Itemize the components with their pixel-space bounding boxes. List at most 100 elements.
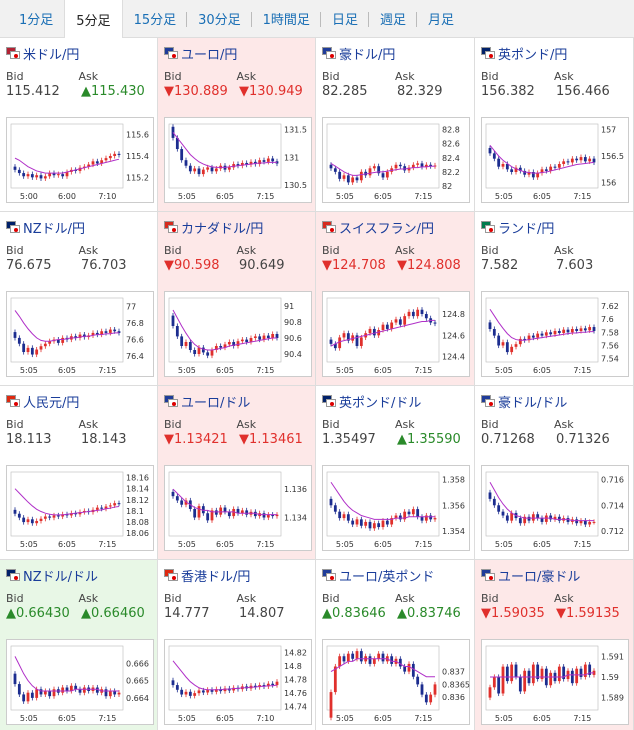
mini-chart[interactable]: 1.136 1.134 5:05 6:05 7:15 [164,465,312,551]
rate-card[interactable]: ユーロ/豪ドル Bid Ask ▼1.59035 ▼1.59135 1.591 1.… [475,560,634,730]
x-tick-label: 7:10 [98,192,116,201]
mini-chart[interactable]: 0.666 0.665 0.664 5:05 6:05 7:15 [6,639,154,725]
candle-body [592,327,596,331]
tab-2[interactable]: 15分足 [123,0,188,37]
pair-title[interactable]: ユーロ/豪ドル [481,566,627,585]
pair-title[interactable]: ユーロ/ドル [164,392,309,411]
mini-chart[interactable]: 1.358 1.356 1.354 5:05 6:05 7:15 [322,465,470,551]
mini-chart[interactable]: 131.5 131 130.5 5:05 6:05 7:15 [164,117,312,203]
mini-chart[interactable]: 77 76.8 76.6 76.4 5:05 6:05 7:15 [6,291,154,377]
pair-title[interactable]: 英ポンド/ドル [322,392,468,411]
y-tick-label: 18.12 [126,496,149,505]
rate-card[interactable]: ランド/円 Bid Ask 7.582 7.603 7.62 7.6 7.58 7.56… [475,212,634,386]
y-tick-label: 90.4 [284,350,302,359]
candle-body [588,158,592,162]
y-tick-label: 90.8 [284,318,302,327]
pair-title[interactable]: 人民元/円 [6,392,151,411]
pair-title[interactable]: NZドル/円 [6,218,151,237]
rate-card[interactable]: カナダドル/円 Bid Ask ▼90.598 90.649 91 90.8 90.6… [158,212,316,386]
candle-body [527,516,531,521]
rate-card[interactable]: ユーロ/ドル Bid Ask ▼1.13421 ▼1.13461 1.136 1.1… [158,386,316,560]
mini-chart[interactable]: 115.6 115.4 115.2 5:00 6:00 7:10 [6,117,154,203]
ask-label: Ask [554,418,574,431]
bid-price: ▼124.708 [322,257,397,275]
candle-body [501,511,505,516]
y-tick-label: 124.8 [442,310,465,319]
tab-1[interactable]: 5分足 [64,0,123,38]
candle-body [193,350,197,354]
candle-body [355,519,359,525]
rate-card[interactable]: ユーロ/円 Bid Ask ▼130.889 ▼130.949 131.5 131 1… [158,38,316,212]
candle-body [22,173,26,177]
ask-label: Ask [236,418,257,431]
pair-title[interactable]: 香港ドル/円 [164,566,309,585]
mini-chart[interactable]: 14.82 14.8 14.78 14.76 14.74 5:05 6:05 7:10 [164,639,312,725]
candle-body [557,666,561,682]
tab-4[interactable]: 1時間足 [252,0,322,37]
mini-chart[interactable]: 0.716 0.714 0.712 5:05 6:05 7:15 [481,465,629,551]
candle-body [210,510,214,521]
rate-card[interactable]: ユーロ/英ポンド Bid Ask ▲0.83646 ▲0.83746 0.837 0… [316,560,475,730]
mini-chart[interactable]: 7.62 7.6 7.58 7.56 7.54 5:05 6:05 7:15 [481,291,629,377]
mini-chart[interactable]: 1.591 1.59 1.589 5:05 6:05 7:15 [481,639,629,725]
candle-body [48,690,52,697]
tab-3[interactable]: 30分足 [187,0,252,37]
pair-title[interactable]: 米ドル/円 [6,44,151,63]
pair-title[interactable]: スイスフラン/円 [322,218,468,237]
pair-title[interactable]: NZドル/ドル [6,566,151,585]
candle-body [549,332,553,335]
bid-price: 7.582 [481,257,556,275]
flag-icon [164,569,178,581]
candle-body [381,173,385,178]
candle-body [566,518,570,522]
bid-value: 156.382 [481,84,535,99]
tab-5[interactable]: 日足 [321,0,369,37]
candle-body [61,337,65,343]
rate-card[interactable]: 人民元/円 Bid Ask 18.113 18.143 18.16 18.14 18.… [0,386,158,560]
rate-card[interactable]: 英ポンド/円 Bid Ask 156.382 156.466 157 156.5 15… [475,38,634,212]
mini-chart[interactable]: 18.16 18.14 18.12 18.1 18.08 18.06 5:05 6:05 7:1… [6,465,154,551]
candle-body [570,329,574,333]
y-tick-label: 14.76 [284,689,307,698]
pair-title[interactable]: カナダドル/円 [164,218,309,237]
rate-card[interactable]: 豪ドル/円 Bid Ask 82.285 82.329 82.8 82.6 82.4 8… [316,38,475,212]
tab-6[interactable]: 週足 [369,0,417,37]
rate-card[interactable]: NZドル/円 Bid Ask 76.675 76.703 77 76.8 76.6 76… [0,212,158,386]
y-tick-label: 1.591 [601,652,624,661]
pair-title[interactable]: 豪ドル/円 [322,44,468,63]
y-tick-label: 0.837 [442,668,465,677]
y-tick-label: 157 [601,125,616,134]
bid-price: ▼1.59035 [481,605,556,623]
ask-value: 14.807 [239,606,285,621]
tab-7[interactable]: 月足 [427,13,454,28]
candle-body [342,514,346,519]
bid-label: Bid [164,592,182,605]
mini-chart[interactable]: 0.837 0.8365 0.836 5:05 6:05 7:15 [322,639,470,725]
moving-average-line [172,660,278,691]
mini-chart[interactable]: 82.8 82.6 82.4 82.2 82 5:05 6:05 7:15 [322,117,470,203]
tab-0[interactable]: 1分足 [19,13,54,28]
mini-chart[interactable]: 157 156.5 156 5:05 6:05 7:15 [481,117,629,203]
candle-body [411,164,415,168]
bid-price: ▼90.598 [164,257,239,275]
mini-chart[interactable]: 124.8 124.6 124.4 5:05 6:05 7:15 [322,291,470,377]
ask-arrow-icon: ▼ [239,432,249,447]
rate-card[interactable]: 香港ドル/円 Bid Ask 14.777 14.807 14.82 14.8 14.… [158,560,316,730]
rate-card[interactable]: 英ポンド/ドル Bid Ask 1.35497 ▲1.35590 1.358 1.3… [316,386,475,560]
rate-card[interactable]: 豪ドル/ドル Bid Ask 0.71268 0.71326 0.716 0.714… [475,386,634,560]
pair-title[interactable]: 英ポンド/円 [481,44,627,63]
mini-chart[interactable]: 91 90.8 90.6 90.4 5:05 6:05 7:15 [164,291,312,377]
y-tick-label: 115.2 [126,173,149,182]
candle-body [355,177,359,181]
rate-card[interactable]: 米ドル/円 Bid Ask 115.412 ▲115.430 115.6 115.4… [0,38,158,212]
rate-card[interactable]: スイスフラン/円 Bid Ask ▼124.708 ▼124.808 124.8 1… [316,212,475,386]
candle-body [175,685,179,690]
pair-title[interactable]: ユーロ/円 [164,44,309,63]
pair-title[interactable]: ユーロ/英ポンド [322,566,468,585]
pair-title[interactable]: 豪ドル/ドル [481,392,627,411]
candle-body [588,521,592,525]
candle-body [249,338,253,342]
candle-body [514,344,518,347]
rate-card[interactable]: NZドル/ドル Bid Ask ▲0.66430 ▲0.66460 0.666 0.… [0,560,158,730]
pair-title[interactable]: ランド/円 [481,218,627,237]
